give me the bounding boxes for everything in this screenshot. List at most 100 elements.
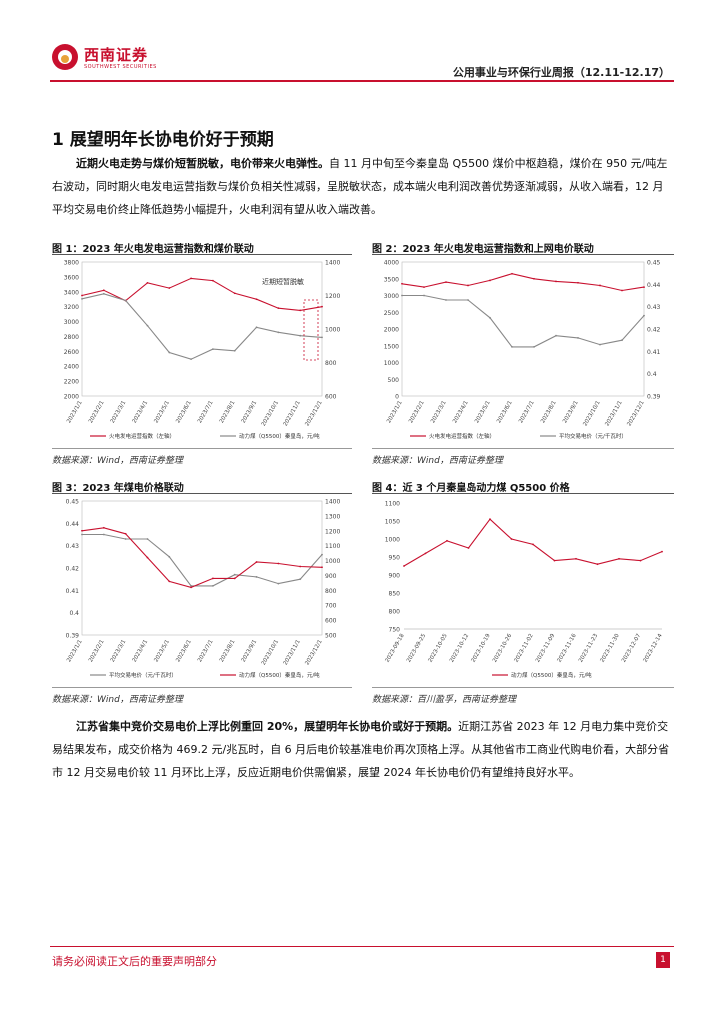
data-point	[321, 553, 323, 556]
brand-logo-dot	[61, 55, 69, 63]
data-point	[621, 339, 623, 342]
data-point	[212, 577, 214, 580]
data-point	[489, 316, 491, 319]
x-tick-label: 2023/11/1	[283, 400, 302, 427]
x-tick-label: 2023/8/1	[219, 400, 237, 424]
data-point	[168, 555, 171, 558]
data-point	[643, 314, 645, 317]
data-point	[321, 305, 323, 308]
x-tick-label: 2023-09-18	[385, 633, 406, 664]
data-point	[146, 281, 149, 284]
y-tick-label: 1000	[385, 537, 400, 544]
data-point	[168, 351, 171, 354]
left-tick-label: 3000	[64, 319, 79, 326]
brand-name-en: SOUTHWEST SECURITIES	[84, 64, 157, 70]
x-tick-label: 2023-10-05	[428, 633, 449, 664]
footer-disclaimer: 请务必阅读正文后的重要声明部分	[52, 955, 217, 968]
x-tick-label: 2023/8/1	[219, 639, 237, 663]
left-tick-label: 0.44	[66, 521, 80, 528]
left-tick-label: 0.4	[69, 610, 79, 617]
x-tick-label: 2023/1/1	[66, 400, 84, 424]
x-tick-label: 2023/8/1	[540, 400, 558, 424]
x-tick-label: 2023-12-14	[643, 633, 664, 664]
y-tick-label: 850	[389, 591, 401, 598]
left-tick-label: 4000	[384, 260, 399, 267]
right-tick-label: 0.43	[647, 304, 661, 311]
left-tick-label: 1500	[384, 343, 399, 350]
right-tick-label: 1000	[325, 558, 340, 565]
figure-3-chart: 0.45 0.44 0.43 0.42 0.41 0.4 0.39 1400 1300 1200 1…	[66, 499, 341, 680]
series-line-1	[82, 533, 323, 587]
x-tick-label: 2023/7/1	[197, 400, 215, 424]
left-tick-label: 2600	[64, 349, 79, 356]
x-tick-label: 2023/9/1	[562, 400, 580, 424]
legend-label: 动力煤（Q5500）秦皇岛，元/吨	[511, 671, 592, 679]
data-point	[81, 294, 83, 297]
data-point	[190, 358, 192, 361]
figure-2-bottom-rule	[372, 448, 674, 449]
data-point	[190, 584, 192, 587]
right-tick-label: 600	[325, 394, 337, 401]
right-tick-label: 600	[325, 618, 337, 625]
data-point	[575, 557, 577, 560]
figure-4-top-rule	[372, 493, 674, 494]
right-tick-label: 0.39	[647, 394, 661, 401]
annotation-box	[303, 299, 319, 361]
x-tick-label: 2023/4/1	[132, 400, 150, 424]
data-point	[299, 565, 302, 568]
data-point	[577, 337, 579, 339]
brand-name: 西南证券	[84, 46, 149, 64]
y-tick-label: 750	[389, 627, 401, 634]
left-tick-label: 2000	[384, 327, 399, 334]
left-tick-label: 3600	[64, 274, 79, 281]
data-point	[233, 292, 236, 295]
figure-3-source: 数据来源：Wind，西南证券整理	[52, 695, 183, 705]
header-rule	[50, 80, 674, 82]
left-tick-label: 2200	[64, 379, 79, 386]
x-tick-label: 2023/1/1	[386, 400, 404, 424]
figure-4-bottom-rule	[372, 687, 674, 688]
left-tick-label: 3400	[64, 289, 79, 296]
x-tick-label: 2023/10/1	[261, 400, 280, 427]
data-point	[124, 538, 127, 540]
x-tick-label: 2023-11-16	[557, 633, 578, 664]
data-point	[277, 582, 280, 585]
data-point	[299, 309, 302, 312]
paragraph-1-lead: 近期火电走势与煤价短暂脱敏，电价带来火电弹性。	[76, 157, 329, 170]
data-point	[511, 345, 513, 348]
series-line-2	[402, 294, 645, 348]
x-tick-label: 2023/9/1	[241, 400, 259, 424]
series-line-1	[403, 518, 663, 567]
left-tick-label: 3500	[384, 276, 399, 283]
y-tick-label: 1100	[385, 501, 400, 508]
data-point	[510, 538, 513, 540]
x-tick-label: 2023/4/1	[452, 400, 470, 424]
data-point	[277, 562, 280, 565]
x-tick-label: 2023/10/1	[582, 400, 601, 427]
x-tick-label: 2023/2/1	[88, 400, 106, 424]
right-tick-label: 800	[325, 588, 337, 595]
data-point	[277, 331, 280, 334]
x-tick-label: 2023-09-25	[406, 633, 427, 664]
data-point	[618, 557, 620, 560]
paragraph-2-lead: 江苏省集中竞价交易电价上浮比例重回 20%，展望明年长协电价或好于预期。	[76, 720, 459, 733]
legend-label: 平均交易电价（元/千瓦时）	[109, 671, 177, 679]
data-point	[299, 578, 302, 581]
left-tick-label: 0.39	[66, 633, 80, 640]
figure-1-top-rule	[52, 254, 352, 255]
plot-frame	[81, 261, 323, 397]
right-tick-label: 1200	[325, 528, 340, 535]
x-tick-label: 2023/4/1	[132, 639, 150, 663]
left-tick-label: 2800	[64, 334, 79, 341]
data-point	[255, 298, 258, 301]
y-tick-label: 900	[389, 573, 401, 580]
left-tick-label: 2500	[384, 310, 399, 317]
x-tick-label: 2023/12/1	[304, 639, 323, 666]
x-tick-label: 2023-11-30	[600, 633, 621, 664]
data-point	[233, 573, 236, 576]
data-point	[146, 324, 149, 327]
data-point	[81, 533, 83, 536]
x-tick-label: 2023/5/1	[153, 639, 171, 663]
legend-label: 火电发电运营指数（左轴）	[109, 432, 175, 440]
right-tick-label: 1200	[325, 293, 340, 300]
